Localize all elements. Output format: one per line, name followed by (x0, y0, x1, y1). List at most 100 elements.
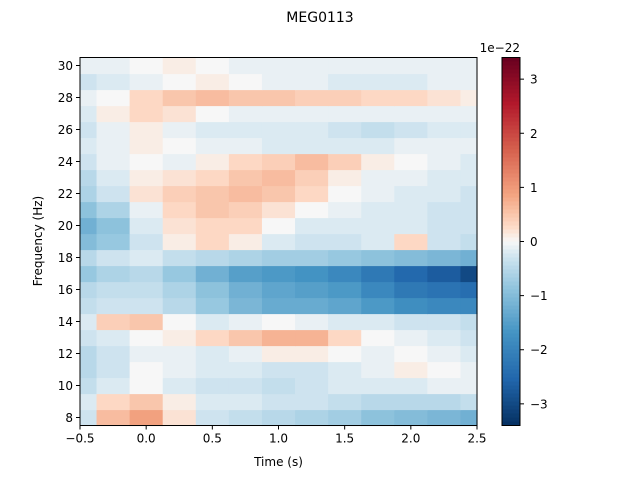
heatmap-cell (361, 57, 395, 75)
heatmap-cell (80, 297, 98, 315)
heatmap-cell (328, 217, 362, 235)
heatmap-cell (427, 153, 462, 171)
colorbar-swatch (502, 205, 520, 210)
heatmap-cell (361, 393, 395, 411)
heatmap-cell (80, 185, 98, 203)
colorbar-swatch (502, 117, 520, 122)
heatmap-cell (228, 313, 263, 331)
heatmap-cell (361, 73, 395, 91)
heatmap-cell (96, 217, 131, 235)
heatmap-cell (295, 89, 329, 107)
heatmap-cell (295, 105, 329, 123)
heatmap-cell (427, 409, 462, 427)
heatmap-cell (394, 89, 428, 107)
heatmap-cell (80, 121, 98, 139)
heatmap-cell (328, 409, 362, 427)
heatmap-cell (96, 393, 131, 411)
colorbar-swatch (502, 161, 520, 166)
heatmap-cell (427, 281, 462, 299)
colorbar-swatch (502, 125, 520, 130)
colorbar-swatch (502, 153, 520, 158)
heatmap-cell (96, 297, 131, 315)
colorbar-swatch (502, 133, 520, 138)
y-tick-label: 28 (58, 91, 73, 105)
heatmap-cell (195, 89, 230, 107)
heatmap-cell (228, 105, 263, 123)
colorbar-swatch (502, 365, 520, 370)
heatmap-cell (195, 201, 230, 219)
heatmap-cell (460, 361, 478, 379)
colorbar-swatch (502, 177, 520, 182)
colorbar-swatch (502, 93, 520, 98)
heatmap-cell (361, 281, 395, 299)
heatmap-cell (328, 201, 362, 219)
colorbar-swatch (502, 361, 520, 366)
colorbar-swatch (502, 197, 520, 202)
heatmap-cell (460, 249, 478, 267)
colorbar-swatch (502, 349, 520, 354)
heatmap-cell (427, 201, 462, 219)
heatmap-cell (295, 409, 329, 427)
colorbar-swatch (502, 209, 520, 214)
heatmap-cell (129, 297, 164, 315)
heatmap-cell (80, 329, 98, 347)
colorbar-swatch (502, 225, 520, 230)
colorbar-swatch (502, 305, 520, 310)
y-tick-label: 12 (58, 347, 73, 361)
heatmap-cell (96, 121, 131, 139)
colorbar-swatch (502, 89, 520, 94)
colorbar-swatch (502, 353, 520, 358)
y-tick-label: 30 (58, 59, 73, 73)
heatmap-cell (460, 185, 478, 203)
colorbar-swatch (502, 233, 520, 238)
heatmap-cell (129, 281, 164, 299)
colorbar-swatch (502, 129, 520, 134)
heatmap-cell (328, 89, 362, 107)
colorbar-swatch (502, 397, 520, 402)
colorbar-swatch (502, 165, 520, 170)
heatmap-cell (162, 377, 197, 395)
heatmap-cell (261, 137, 296, 155)
colorbar-swatch (502, 105, 520, 110)
heatmap-cell (261, 233, 296, 251)
heatmap-cell (162, 105, 197, 123)
heatmap-cell (80, 393, 98, 411)
colorbar-swatch (502, 257, 520, 262)
colorbar-swatch (502, 297, 520, 302)
heatmap-cell (261, 89, 296, 107)
heatmap-cell (80, 73, 98, 91)
heatmap-cell (162, 345, 197, 363)
heatmap-cell (261, 409, 296, 427)
heatmap-cell (328, 281, 362, 299)
colorbar-swatch (502, 221, 520, 226)
heatmap-cell (394, 137, 428, 155)
heatmap-cell (195, 393, 230, 411)
heatmap-cell (427, 57, 462, 75)
heatmap-cell (228, 345, 263, 363)
heatmap-cell (195, 137, 230, 155)
colorbar-swatch (502, 417, 520, 422)
heatmap-cell (80, 57, 98, 75)
heatmap-cell (228, 393, 263, 411)
heatmap-cell (394, 281, 428, 299)
heatmap-cell (328, 361, 362, 379)
heatmap-cell (228, 281, 263, 299)
colorbar-swatch (502, 97, 520, 102)
heatmap-cell (96, 409, 131, 427)
x-tick-label: 2.0 (401, 432, 420, 446)
heatmap-cell (96, 345, 131, 363)
heatmap-cell (328, 313, 362, 331)
heatmap-cell (96, 57, 131, 75)
heatmap-cell (427, 137, 462, 155)
heatmap-cell (129, 345, 164, 363)
x-tick-label: 1.5 (335, 432, 354, 446)
heatmap-cell (328, 393, 362, 411)
heatmap-cell (195, 153, 230, 171)
colorbar-swatch (502, 377, 520, 382)
y-tick-label: 10 (58, 379, 73, 393)
heatmap-cell (80, 345, 98, 363)
heatmap-cell (460, 265, 478, 283)
heatmap-cell (162, 233, 197, 251)
heatmap-cell (80, 105, 98, 123)
heatmap-cell (80, 281, 98, 299)
